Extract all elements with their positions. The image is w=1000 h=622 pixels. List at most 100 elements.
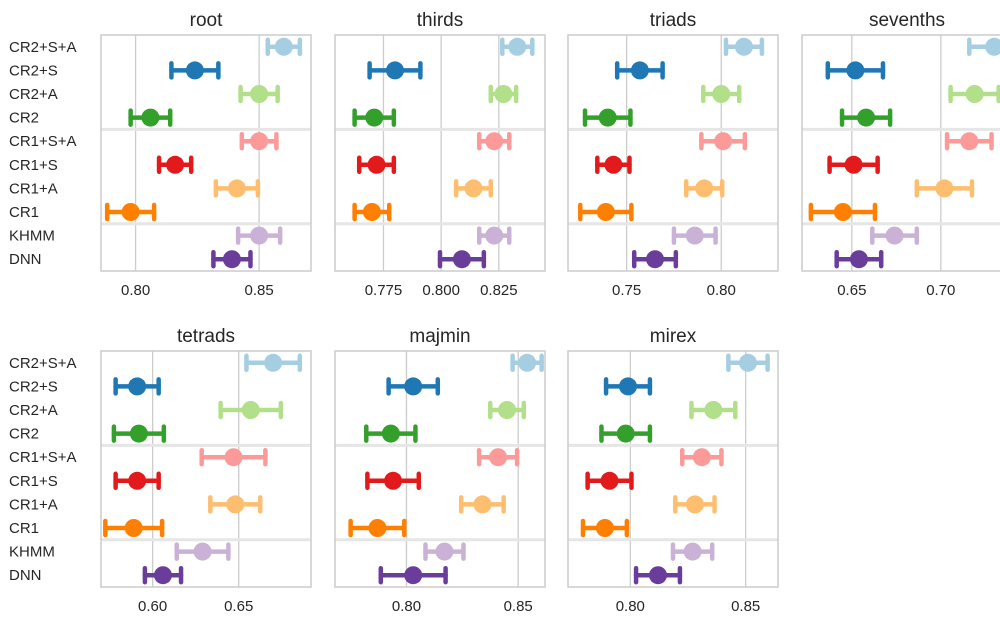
data-point (464, 179, 483, 198)
data-point (381, 424, 400, 443)
category-label: CR1+S+A (9, 133, 77, 150)
data-point (241, 401, 260, 419)
panel-frame (801, 34, 1000, 272)
data-point (494, 85, 513, 103)
data-point (857, 108, 876, 127)
category-label: DNN (9, 567, 42, 584)
data-point (124, 519, 143, 537)
data-point (368, 519, 387, 537)
panel-frame (334, 34, 546, 272)
data-point (844, 155, 863, 174)
data-point (885, 226, 904, 245)
x-tick-label: 0.85 (245, 282, 274, 299)
data-point (384, 471, 403, 490)
data-point (630, 61, 649, 80)
panel-title-thirds: thirds (417, 10, 463, 31)
data-point (600, 471, 619, 490)
x-tick-label: 0.65 (224, 598, 253, 615)
data-point (604, 155, 623, 174)
panel-frame (567, 34, 779, 272)
panel-sevenths: sevenths 0.65 0.70 (801, 10, 1000, 299)
data-point (596, 203, 615, 221)
data-point (404, 566, 423, 585)
panel-thirds: thirds 0.775 0.800 0.825 (334, 10, 546, 299)
data-point (508, 37, 527, 56)
category-label: CR2+S (9, 62, 58, 79)
category-label: CR2+S+A (9, 355, 77, 372)
data-point (734, 37, 753, 56)
data-point (985, 37, 1000, 56)
data-point (435, 542, 454, 561)
data-point (250, 226, 269, 245)
data-point (250, 85, 269, 103)
data-point (849, 250, 868, 269)
category-label: KHMM (9, 544, 55, 561)
data-point (121, 203, 140, 221)
data-point (965, 85, 984, 103)
data-point (489, 448, 508, 467)
data-point (685, 495, 704, 514)
category-label: CR1 (9, 520, 39, 537)
data-point (274, 37, 293, 56)
data-point (452, 250, 471, 269)
x-tick-label: 0.70 (926, 282, 955, 299)
data-point (739, 353, 757, 372)
data-point (695, 179, 714, 198)
data-point (166, 155, 185, 174)
category-label: CR1+A (9, 180, 58, 197)
panel-mirex: mirex 0.80 0.85 (567, 326, 779, 615)
data-point (595, 519, 614, 537)
panel-frame (100, 34, 312, 272)
data-point (960, 132, 979, 151)
category-label: CR1+A (9, 496, 58, 513)
x-tick-label: 0.80 (616, 598, 645, 615)
data-point (485, 132, 504, 151)
panel-title-tetrads: tetrads (177, 326, 235, 347)
category-label: CR1+S+A (9, 449, 77, 466)
category-label: CR2 (9, 110, 39, 127)
panel-title-root: root (190, 10, 223, 31)
x-tick-label: 0.80 (121, 282, 150, 299)
data-point (264, 353, 283, 372)
data-point (518, 353, 537, 372)
panel-title-sevenths: sevenths (869, 10, 945, 31)
data-point (153, 566, 172, 585)
data-point (386, 61, 404, 80)
data-point (646, 250, 665, 269)
panel-title-mirex: mirex (650, 326, 697, 347)
data-point (498, 401, 517, 419)
x-tick-label: 0.800 (422, 282, 460, 299)
category-label: CR2 (9, 426, 39, 443)
data-point (683, 542, 702, 561)
data-point (224, 448, 243, 467)
data-point (714, 132, 733, 151)
data-point (935, 179, 954, 198)
data-point (141, 108, 160, 127)
data-point (227, 179, 246, 198)
data-point (128, 471, 147, 490)
panel-root: root 0.80 0.85 CR2+S+A CR2+S CR2+A CR2 CR1+S+A C… (9, 10, 312, 299)
x-tick-label: 0.80 (707, 282, 736, 299)
data-point (833, 203, 852, 221)
x-tick-label: 0.775 (365, 282, 403, 299)
category-label: CR1 (9, 204, 39, 221)
panel-frame (334, 350, 546, 588)
data-point (685, 226, 704, 245)
category-label: CR1+S (9, 473, 58, 490)
data-point (473, 495, 492, 514)
data-point (193, 542, 212, 561)
data-point (226, 495, 245, 514)
category-label: CR2+S (9, 378, 58, 395)
category-label: KHMM (9, 228, 55, 245)
category-label: CR2+A (9, 402, 58, 419)
data-point (692, 448, 711, 467)
data-point (362, 203, 381, 221)
category-label: CR1+S (9, 157, 58, 174)
panel-triads: triads 0.75 0.80 (567, 10, 779, 299)
data-point (250, 132, 269, 151)
data-point (365, 108, 384, 127)
x-tick-label: 0.75 (612, 282, 641, 299)
panel-frame (567, 350, 779, 588)
